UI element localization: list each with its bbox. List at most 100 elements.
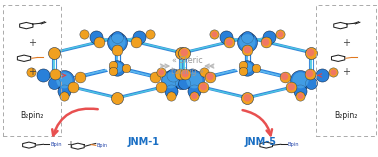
Text: JNM-1: JNM-1 xyxy=(128,137,160,146)
Bar xyxy=(316,5,376,136)
Point xyxy=(181,51,187,54)
Point xyxy=(223,36,229,38)
Point xyxy=(191,79,197,81)
Point xyxy=(191,95,197,97)
Text: +: + xyxy=(67,140,74,150)
Point xyxy=(51,81,57,84)
Point xyxy=(136,36,142,38)
Point xyxy=(96,41,102,43)
Text: +: + xyxy=(342,38,350,48)
Point xyxy=(200,86,206,88)
Point xyxy=(319,74,325,76)
Point xyxy=(28,71,34,74)
Point xyxy=(182,73,188,75)
Point xyxy=(191,95,197,97)
Point xyxy=(297,79,304,81)
Point xyxy=(226,41,232,43)
Point xyxy=(226,41,232,43)
Point xyxy=(330,71,336,74)
Point xyxy=(115,49,121,51)
Point xyxy=(244,97,250,99)
Point xyxy=(77,75,83,78)
Point xyxy=(115,41,121,43)
Point xyxy=(297,89,304,92)
Text: « Steric
tuning »: « Steric tuning » xyxy=(171,56,204,76)
Point xyxy=(244,41,250,43)
Point xyxy=(177,73,183,75)
Text: JNM-5: JNM-5 xyxy=(245,137,277,146)
Point xyxy=(152,75,158,78)
Point xyxy=(40,74,46,76)
Point xyxy=(211,33,217,36)
Point xyxy=(167,79,174,81)
Point xyxy=(330,71,336,74)
Point xyxy=(191,89,197,92)
Point xyxy=(297,95,304,97)
Point xyxy=(200,86,206,88)
Bar xyxy=(3,5,61,136)
Point xyxy=(307,73,313,75)
Point xyxy=(115,66,121,69)
Point xyxy=(307,81,313,84)
Point xyxy=(178,51,184,54)
Point xyxy=(282,75,288,78)
Point xyxy=(52,73,58,75)
Point xyxy=(178,81,184,84)
Point xyxy=(277,33,284,36)
Point xyxy=(297,95,304,97)
Point xyxy=(211,33,217,36)
Point xyxy=(244,49,250,51)
Point xyxy=(189,74,195,76)
Point xyxy=(266,36,272,38)
Point xyxy=(182,73,188,75)
Point xyxy=(282,75,288,78)
Point xyxy=(244,49,250,51)
Point xyxy=(61,79,67,81)
Point xyxy=(170,74,176,76)
Point xyxy=(61,79,67,81)
Point xyxy=(133,41,139,43)
Point xyxy=(307,73,313,75)
Point xyxy=(115,66,121,69)
Point xyxy=(115,36,121,39)
Text: +: + xyxy=(28,67,36,77)
Point xyxy=(61,89,67,92)
Point xyxy=(70,86,76,88)
Point xyxy=(244,66,250,69)
Text: Bpin: Bpin xyxy=(96,143,107,148)
Point xyxy=(181,51,187,54)
Point xyxy=(158,71,164,74)
Text: Bpin: Bpin xyxy=(288,142,299,147)
Point xyxy=(307,51,313,54)
Point xyxy=(167,89,174,92)
Point xyxy=(207,75,213,78)
Point xyxy=(51,51,57,54)
Point xyxy=(288,86,294,88)
Text: B₂pin₂: B₂pin₂ xyxy=(20,111,43,120)
Point xyxy=(277,33,284,36)
Text: +: + xyxy=(342,67,350,77)
Point xyxy=(147,33,153,36)
Point xyxy=(110,63,116,66)
Point xyxy=(110,69,116,72)
Point xyxy=(167,95,174,97)
Text: B₂pin₂: B₂pin₂ xyxy=(334,111,357,120)
Point xyxy=(207,75,213,78)
Point xyxy=(200,71,206,74)
Point xyxy=(167,79,174,81)
Point xyxy=(240,69,246,72)
Point xyxy=(307,51,313,54)
Point xyxy=(158,71,164,74)
Point xyxy=(115,97,121,99)
Point xyxy=(288,86,294,88)
Point xyxy=(244,97,250,99)
Point xyxy=(115,41,121,43)
Point xyxy=(253,66,259,69)
Point xyxy=(93,36,99,38)
Text: +: + xyxy=(28,38,36,48)
Point xyxy=(158,86,164,88)
Point xyxy=(181,81,187,84)
Text: Bpin: Bpin xyxy=(51,142,62,147)
Point xyxy=(61,95,67,97)
Point xyxy=(297,79,304,81)
